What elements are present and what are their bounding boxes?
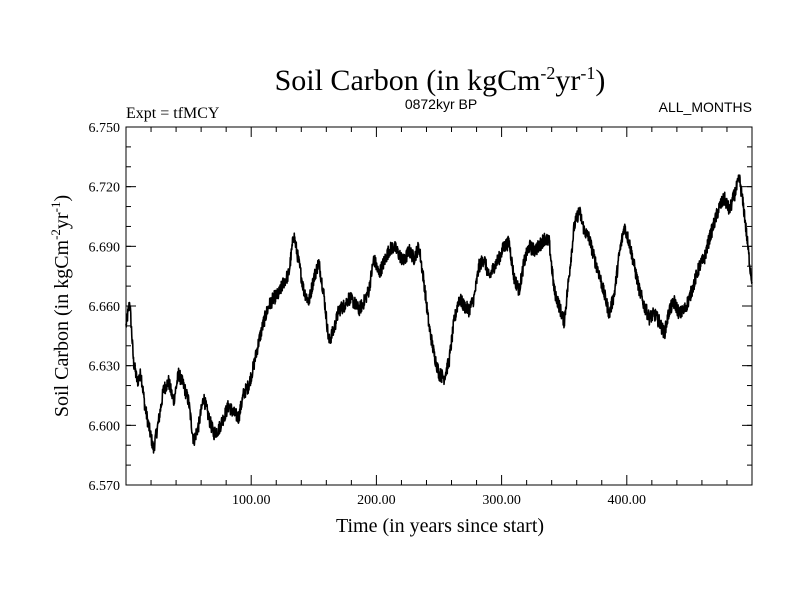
y-tick-label: 6.660 — [89, 300, 121, 315]
y-tick-label: 6.690 — [89, 240, 121, 255]
y-tick-label: 6.720 — [89, 181, 121, 196]
y-axis-ticks: 6.570 6.600 6.630 6.660 6.690 6.720 6.750 — [89, 121, 752, 494]
x-tick-label: 100.00 — [232, 493, 271, 508]
x-axis-label: Time (in years since start) — [336, 515, 544, 537]
experiment-label: Expt = tfMCY — [126, 105, 220, 122]
y-tick-label: 6.570 — [89, 479, 121, 494]
x-tick-label: 200.00 — [357, 493, 396, 508]
period-label: 0872kyr BP — [405, 96, 477, 112]
x-tick-label: 300.00 — [482, 493, 521, 508]
months-label: ALL_MONTHS — [659, 99, 752, 115]
x-axis-ticks: 100.00 200.00 300.00 400.00 — [150, 127, 728, 508]
y-tick-label: 6.750 — [89, 121, 121, 136]
y-tick-label: 6.600 — [89, 419, 121, 434]
y-tick-label: 6.630 — [89, 360, 121, 375]
chart-title: Soil Carbon (in kgCm-2yr-1) — [275, 63, 606, 97]
x-tick-label: 400.00 — [608, 493, 647, 508]
series-line-soil-carbon — [125, 174, 753, 454]
y-axis-label: Soil Carbon (in kgCm-2yr-1) — [48, 195, 73, 417]
data-series — [125, 174, 753, 454]
